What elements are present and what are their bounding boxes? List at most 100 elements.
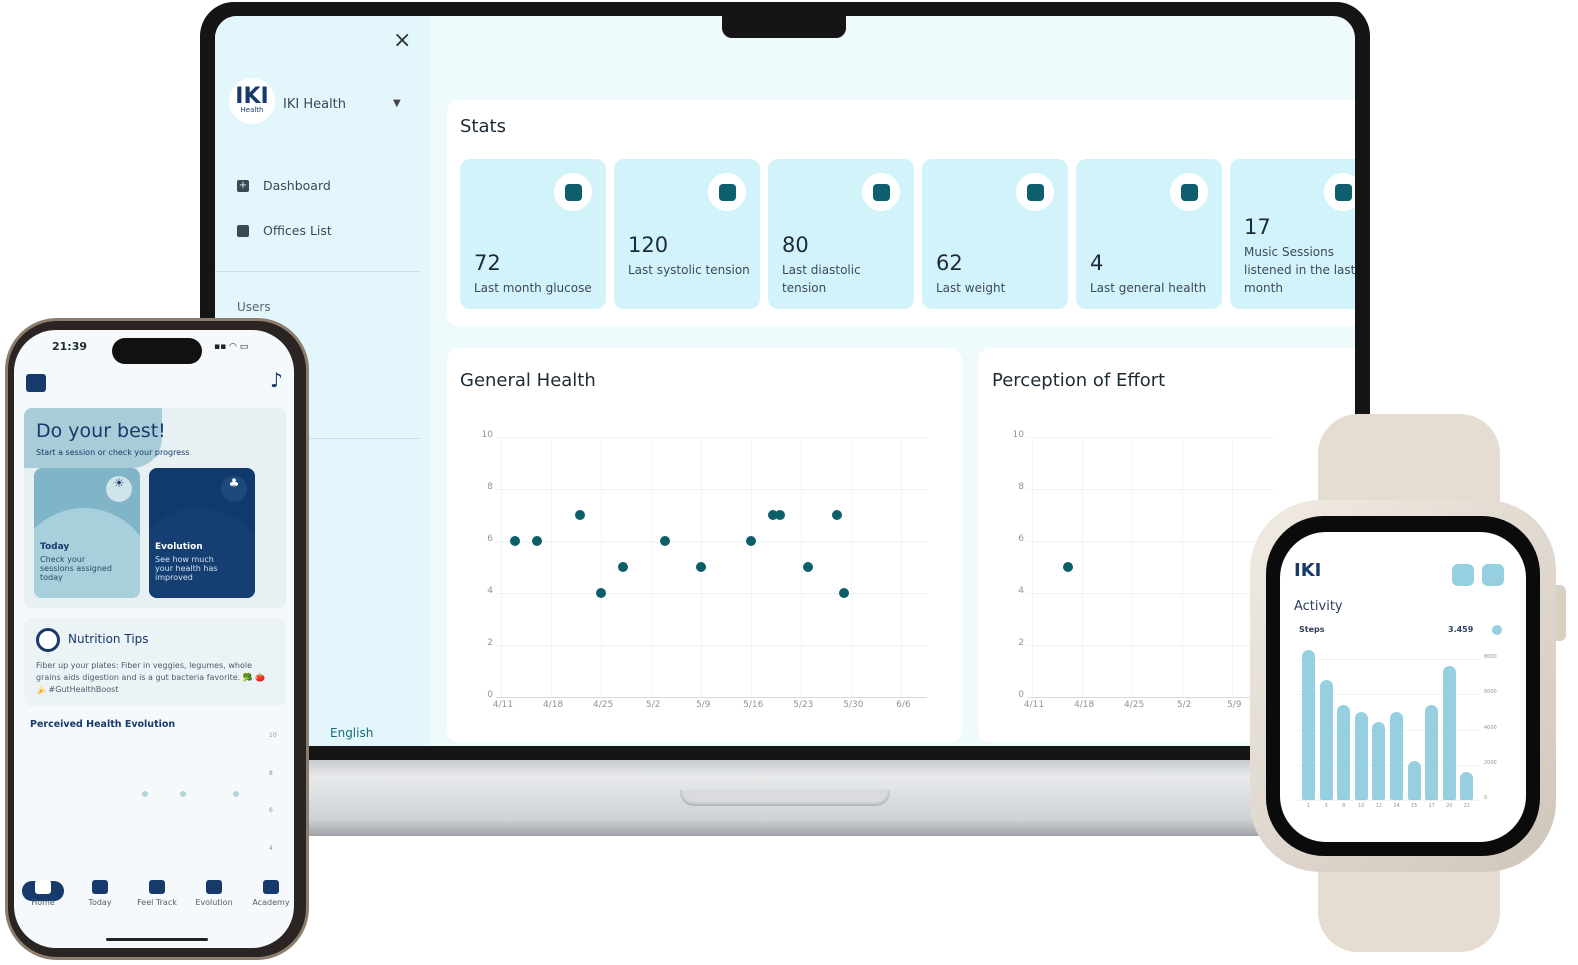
sidebar-section-users: Users	[237, 300, 271, 314]
gridline	[1296, 694, 1480, 696]
stats-title: Stats	[460, 116, 506, 137]
hero-title: Do your best!	[36, 420, 166, 442]
laptop-lip	[680, 790, 890, 806]
bar[interactable]	[1354, 711, 1368, 800]
bell-icon[interactable]	[1452, 564, 1474, 586]
stat-value: 120	[628, 233, 669, 257]
bar[interactable]	[1460, 771, 1474, 800]
data-point[interactable]	[1062, 562, 1073, 572]
data-point[interactable]	[839, 588, 850, 598]
sidebar-item-label: Dashboard	[263, 178, 331, 193]
status-time: 21:39	[52, 340, 88, 353]
music-note-icon[interactable]: ♪	[270, 368, 283, 392]
bar[interactable]	[1337, 704, 1351, 800]
profile-icon[interactable]	[1482, 564, 1504, 586]
chart-title: Perception of Effort	[992, 370, 1166, 391]
nav-item-today[interactable]: Today	[72, 880, 128, 907]
bar[interactable]	[1319, 680, 1333, 800]
x-tick-label: 5/23	[793, 700, 814, 710]
data-point[interactable]	[660, 536, 671, 546]
data-point[interactable]	[746, 536, 757, 546]
data-point[interactable]	[233, 791, 239, 798]
sunrise-icon	[92, 880, 108, 894]
y-tick-label: 8	[269, 769, 273, 777]
close-icon[interactable]: ×	[393, 28, 412, 53]
book-icon	[149, 880, 165, 894]
bar[interactable]	[1407, 761, 1421, 800]
heart-monitor-icon-glyph	[872, 183, 890, 201]
gridline	[496, 541, 927, 542]
data-point[interactable]	[617, 562, 628, 572]
info-icon[interactable]	[1492, 625, 1502, 635]
stat-label: Last month glucose	[474, 281, 592, 295]
music-note-icon	[1324, 173, 1355, 211]
language-selector[interactable]: English	[330, 726, 374, 740]
stat-card: 17 Music Sessions listened in the last mo…	[1230, 159, 1355, 309]
y-tick-label: 4000	[1484, 724, 1497, 731]
stat-card: 80 Last diastolic tension	[768, 159, 914, 309]
sidebar-item-dashboard[interactable]: + Dashboard	[237, 178, 331, 193]
heart-monitor-icon	[862, 173, 900, 211]
nav-item-academy[interactable]: Academy	[243, 880, 294, 907]
x-tick-label: 14	[1393, 803, 1400, 809]
phone-chart-title: Perceived Health Evolution	[30, 719, 176, 730]
y-tick-label: 4	[269, 844, 273, 852]
nav-item-evolution[interactable]: Evolution	[186, 880, 242, 907]
data-point[interactable]	[180, 791, 186, 798]
gridline	[751, 437, 753, 697]
data-point[interactable]	[574, 510, 585, 520]
x-tick-label: 8	[1342, 803, 1346, 809]
nav-label: Academy	[252, 898, 290, 907]
bar[interactable]	[1390, 711, 1403, 800]
gridline	[496, 489, 927, 490]
gridline	[1296, 659, 1480, 660]
data-point[interactable]	[142, 791, 148, 798]
y-tick-label: 0	[1484, 795, 1488, 801]
glucose-meter-icon	[554, 173, 592, 211]
data-point[interactable]	[531, 536, 542, 546]
data-point[interactable]	[696, 562, 707, 572]
bar[interactable]	[1425, 704, 1439, 800]
x-tick-label: 21	[1463, 803, 1471, 809]
divider	[215, 271, 420, 272]
tree-icon	[206, 880, 222, 894]
gridline	[1182, 437, 1184, 697]
data-point[interactable]	[596, 588, 607, 598]
data-point[interactable]	[832, 510, 843, 520]
bar[interactable]	[1302, 650, 1315, 800]
org-selector[interactable]: IKI Health	[283, 97, 347, 112]
stat-value: 4	[1090, 251, 1104, 275]
tree-icon: ♣	[221, 476, 247, 502]
sidebar-item-label: Offices List	[263, 223, 332, 238]
y-tick-label: 4	[1018, 586, 1024, 596]
gridline	[1032, 437, 1033, 697]
gridline	[851, 437, 853, 697]
nav-item-feel-track[interactable]: Feel Track	[129, 880, 185, 907]
evolution-card[interactable]: ♣ Evolution See how much your health has…	[149, 468, 255, 598]
y-tick-label: 6	[1018, 534, 1024, 544]
bar[interactable]	[1372, 722, 1386, 800]
nutrition-tips-card[interactable]: Nutrition Tips Fiber up your plates: Fib…	[24, 618, 286, 706]
profile-icon[interactable]	[26, 374, 46, 392]
y-tick-label: 8	[1018, 482, 1024, 492]
data-point[interactable]	[774, 510, 785, 520]
x-tick-label: 10	[1358, 803, 1365, 809]
data-point[interactable]	[510, 536, 521, 546]
chevron-down-icon[interactable]: ▼	[393, 98, 401, 109]
nav-item-home[interactable]: Home	[15, 880, 71, 907]
stat-card: 72 Last month glucose	[460, 159, 606, 309]
evolution-title: Evolution	[155, 542, 203, 552]
today-card[interactable]: ☀ Today Check your sessions assigned tod…	[34, 468, 140, 598]
gridline	[801, 437, 803, 697]
gridline	[1232, 437, 1234, 697]
y-tick-label: 6	[269, 807, 273, 815]
steps-value: 3.459	[1448, 625, 1474, 634]
data-point[interactable]	[803, 562, 814, 572]
tips-text: Fiber up your plates: Fiber in veggies, …	[36, 661, 266, 694]
x-tick-label: 4/18	[542, 700, 564, 710]
y-tick-label: 0	[487, 690, 493, 700]
sidebar-item-offices-list[interactable]: Offices List	[237, 223, 332, 238]
gridline	[1027, 541, 1275, 542]
bar[interactable]	[1442, 666, 1456, 800]
data-point[interactable]	[767, 510, 778, 520]
